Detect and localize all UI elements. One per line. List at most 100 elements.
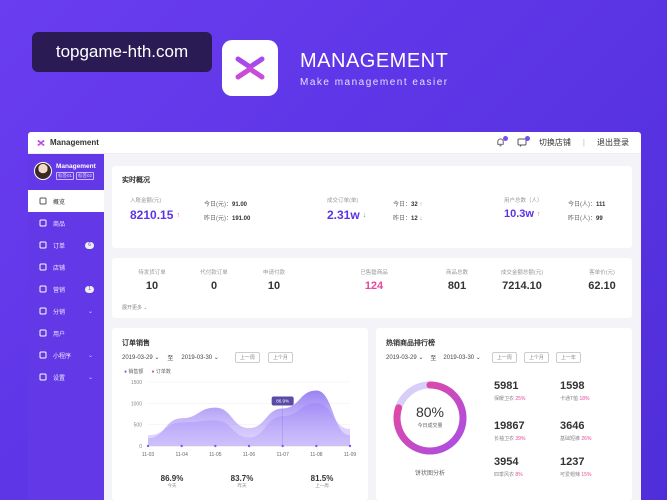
- users-label: 用户总数（人）: [504, 198, 543, 204]
- users-block: 用户总数（人） 10.3w ↑: [504, 196, 543, 220]
- stat-label: 成交金额总额(元): [500, 270, 544, 276]
- rank-percent: 25%: [515, 396, 526, 402]
- sidebar-item-marketing[interactable]: 营销 1: [28, 278, 104, 300]
- summary-value: 81.5%: [310, 474, 334, 483]
- prev-week-button[interactable]: 上一周: [234, 352, 260, 363]
- settings-icon: [38, 373, 47, 382]
- stat-value: 0: [210, 280, 218, 292]
- sidebar-item-miniapp[interactable]: 小程序 ⌄: [28, 344, 104, 366]
- stat-item: 商品总数 801: [427, 268, 487, 292]
- rank-label: 长袖卫衣: [494, 436, 515, 442]
- sidebar-item-distribution[interactable]: 分销 ⌄: [28, 300, 104, 322]
- sidebar-item-store[interactable]: 店铺: [28, 256, 104, 278]
- tooltip-box: [271, 396, 294, 406]
- stat-value: 124: [364, 280, 384, 292]
- rank-to-label: 至: [430, 356, 437, 362]
- stat-label: 代付款订单: [200, 270, 228, 276]
- sidebar-badge: 1: [85, 285, 94, 293]
- marketing-icon: [38, 285, 47, 294]
- rank-item: 1598 卡通T恤 18%: [560, 380, 589, 402]
- rank-prev-month-button[interactable]: 上个月: [523, 352, 549, 363]
- sidebar-item-goods[interactable]: 商品: [28, 212, 104, 234]
- rank-date-to-select[interactable]: 2019-03-30 ⌄: [443, 354, 480, 362]
- avatar: [34, 162, 52, 180]
- sidebar-item-user[interactable]: 用户: [28, 322, 104, 344]
- stat-label: 申请付款: [262, 270, 285, 276]
- switch-store-link[interactable]: 切换店铺: [538, 138, 571, 147]
- summary-item: 81.5% 上一周: [302, 474, 342, 489]
- stat-value: 801: [447, 280, 467, 292]
- to-label: 至: [167, 356, 174, 362]
- series-area: [148, 390, 350, 446]
- rank-label: 四季风衣: [494, 472, 515, 478]
- sidebar-item-label: 用户: [53, 331, 66, 338]
- x-point: [281, 444, 284, 448]
- sidebar-item-overview[interactable]: 概览: [28, 190, 104, 212]
- sidebar-item-label: 分销: [53, 309, 66, 316]
- summary-label: 今天: [167, 483, 177, 488]
- date-to-select[interactable]: 2019-03-30 ⌄: [181, 354, 218, 362]
- hero-title: MANAGEMENT: [300, 50, 449, 72]
- rank-label: 基础短裤: [560, 436, 581, 442]
- summary-item: 86.9% 今天: [152, 474, 192, 489]
- rank-value: 3646: [560, 420, 585, 432]
- stat-value: 10: [145, 280, 159, 292]
- rank-prev-week-button[interactable]: 上一周: [491, 352, 517, 363]
- stat-label: 待发货订单: [138, 270, 166, 276]
- pay-block: 入账金额(元) 8210.15 ↑: [130, 196, 180, 222]
- x-tick-label: 11-05: [209, 452, 222, 458]
- sidebar-item-label: 商品: [53, 221, 66, 228]
- legend-orders-label: 订单数: [155, 369, 171, 375]
- message-button[interactable]: [517, 136, 530, 147]
- notification-button[interactable]: [496, 136, 508, 147]
- goods-icon: [38, 219, 47, 228]
- stat-item: 已售罄商品 124: [344, 268, 404, 292]
- stat-value: 10: [267, 280, 281, 292]
- sidebar-item-order[interactable]: 订单 6: [28, 234, 104, 256]
- rank-prev-year-button[interactable]: 上一年: [555, 352, 581, 363]
- rank-value: 1237: [560, 456, 585, 468]
- sidebar-item-settings[interactable]: 设置 ⌄: [28, 366, 104, 388]
- distribution-icon: [38, 307, 47, 316]
- stat-label: 商品总数: [445, 270, 468, 276]
- main-content: 实时概况 入账金额(元) 8210.15 ↑ 今日(元)：91.00 昨日(元)…: [104, 154, 641, 500]
- prev-month-button[interactable]: 上个月: [267, 352, 293, 363]
- rank-label: 保暖卫衣: [494, 396, 515, 402]
- rank-label-row: 保暖卫衣 25%: [494, 395, 525, 402]
- app-window: Management 切换店铺 | 退出登录 Management 标签01 标: [28, 132, 641, 500]
- chevron-down-icon: ⌄: [87, 374, 93, 381]
- logout-link[interactable]: 退出登录: [597, 138, 629, 147]
- orders-label: 成交订单(单): [327, 198, 359, 204]
- orders-block: 成交订单(单) 2.31w ↓: [327, 196, 366, 222]
- brand-logo-icon: [37, 139, 45, 146]
- x-point: [247, 444, 251, 448]
- donut-caption: 今日成交量: [417, 423, 443, 429]
- sales-area-chart: 0 500 1000 1500 11-03 11-04 11-05 11-06 11-07 11-…: [131, 380, 357, 458]
- profile[interactable]: Management 标签01 标签02: [28, 154, 104, 184]
- ranking-card: 热销商品排行榜 2019-03-29 ⌄ 至 2019-03-30 ⌄ 上一周 …: [376, 328, 632, 500]
- date-from-select[interactable]: 2019-03-29 ⌄: [122, 354, 159, 362]
- up-arrow-icon: ↑: [176, 211, 180, 219]
- rank-value: 5981: [494, 380, 519, 392]
- tooltip-value: 86.9%: [276, 398, 289, 403]
- sidebar-item-label: 小程序: [53, 353, 72, 360]
- profile-tag: 标签02: [76, 171, 95, 180]
- message-dot: [524, 136, 530, 141]
- watermark: topgame-hth.com: [32, 32, 212, 72]
- summary-label: 昨天: [237, 483, 247, 488]
- summary-item: 83.7% 昨天: [222, 474, 262, 489]
- brand[interactable]: Management: [36, 138, 99, 147]
- y-tick-label: 1000: [131, 401, 142, 407]
- pay-label: 入账金额(元): [130, 198, 162, 204]
- rank-date-to-value: 2019-03-30: [443, 354, 475, 361]
- pay-compare: 今日(元)：91.00 昨日(元)：191.00: [204, 198, 250, 226]
- expand-more-link[interactable]: 展开更多 ⌄: [122, 304, 148, 311]
- pay-today-value: 91.00: [232, 202, 248, 208]
- rank-date-from-select[interactable]: 2019-03-29 ⌄: [386, 354, 423, 362]
- rank-percent: 8%: [515, 472, 523, 478]
- rank-percent: 18%: [579, 396, 590, 402]
- up-arrow-icon: ↑: [419, 202, 423, 208]
- rank-percent: 15%: [581, 472, 592, 478]
- rank-label-row: 卡通T恤 18%: [560, 395, 589, 402]
- down-arrow-icon: ↓: [362, 211, 367, 219]
